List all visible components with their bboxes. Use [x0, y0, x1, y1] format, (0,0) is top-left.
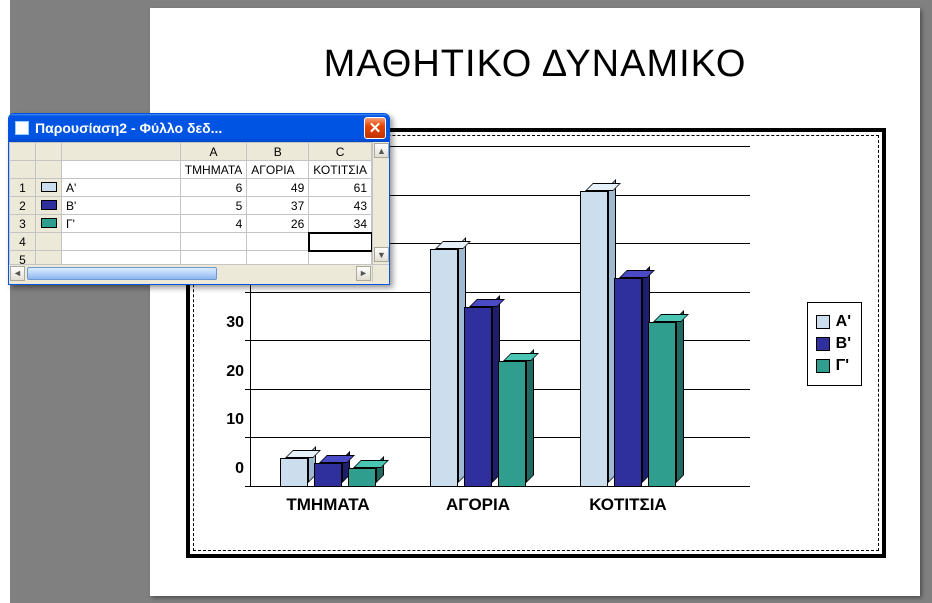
- datasheet-grid[interactable]: ABCΤΜΗΜΑΤΑΑΓΟΡΙΑΚΟΤΙΤΣΙΑ1Α'649612Β'53743…: [9, 142, 389, 264]
- legend-item: Α': [816, 313, 851, 331]
- legend-swatch: [816, 359, 830, 373]
- row-header[interactable]: 5: [10, 251, 36, 265]
- bar-Β'-ΚΟΤΙΤΣΙΑ[interactable]: [614, 278, 642, 487]
- legend-header-blank[interactable]: [36, 161, 62, 179]
- header-cell[interactable]: ΑΓΟΡΙΑ: [247, 161, 309, 179]
- header-cell[interactable]: ΚΟΤΙΤΣΙΑ: [309, 161, 372, 179]
- bar-Γ'-ΚΟΤΙΤΣΙΑ[interactable]: [648, 322, 676, 487]
- label-header-blank[interactable]: [62, 161, 181, 179]
- row-header[interactable]: 2: [10, 197, 36, 215]
- row-legend-swatch[interactable]: [36, 197, 62, 215]
- corner-cell[interactable]: [10, 143, 36, 161]
- legend-label: Β': [836, 335, 851, 353]
- doc-gutter: [0, 0, 10, 603]
- y-axis-label: 10: [214, 411, 244, 429]
- legend-swatch: [816, 315, 830, 329]
- col-header-A[interactable]: A: [180, 143, 247, 161]
- y-tick: [245, 389, 250, 390]
- row-label-cell[interactable]: Α': [62, 179, 181, 197]
- close-button[interactable]: ✕: [364, 117, 386, 139]
- category-label: ΤΜΗΜΑΤΑ: [286, 495, 369, 515]
- row-legend-swatch[interactable]: [36, 215, 62, 233]
- data-cell[interactable]: 34: [309, 215, 372, 233]
- scroll-thumb[interactable]: [27, 267, 217, 280]
- window-titlebar[interactable]: ▦ Παρουσίαση2 - Φύλλο δεδ... ✕: [9, 114, 389, 142]
- bar-Α'-ΚΟΤΙΤΣΙΑ[interactable]: [580, 191, 608, 487]
- row-legend-swatch[interactable]: [36, 233, 62, 251]
- data-cell[interactable]: [247, 233, 309, 251]
- scroll-up-button[interactable]: ▲: [374, 143, 389, 158]
- row-legend-swatch[interactable]: [36, 179, 62, 197]
- legend-label: Γ': [836, 357, 849, 375]
- close-icon: ✕: [369, 119, 382, 137]
- legend-label: Α': [836, 313, 851, 331]
- bar-Β'-ΑΓΟΡΙΑ[interactable]: [464, 307, 492, 487]
- category-label: ΚΟΤΙΤΣΙΑ: [589, 495, 666, 515]
- data-cell[interactable]: 26: [247, 215, 309, 233]
- chart-legend: Α' Β' Γ': [807, 302, 862, 386]
- scroll-right-button[interactable]: ►: [356, 266, 371, 281]
- y-axis-label: 30: [214, 314, 244, 332]
- datasheet-icon: ▦: [15, 121, 29, 135]
- data-cell[interactable]: 5: [180, 197, 247, 215]
- slide: ΜΑΘΗΤΙΚΟ ΔΥΝΑΜΙΚΟ 010203040506070 ΤΜΗΜΑΤ…: [150, 8, 920, 596]
- gridline: [250, 292, 750, 293]
- bar-Α'-ΤΜΗΜΑΤΑ[interactable]: [280, 458, 308, 487]
- data-cell[interactable]: [180, 251, 247, 265]
- col-header-B[interactable]: B: [247, 143, 309, 161]
- bar-Α'-ΑΓΟΡΙΑ[interactable]: [430, 249, 458, 487]
- bar-Γ'-ΤΜΗΜΑΤΑ[interactable]: [348, 468, 376, 487]
- slide-title: ΜΑΘΗΤΙΚΟ ΔΥΝΑΜΙΚΟ: [150, 8, 920, 86]
- row-header-blank[interactable]: [10, 161, 36, 179]
- row-header[interactable]: 4: [10, 233, 36, 251]
- data-cell[interactable]: [309, 251, 372, 265]
- row-legend-swatch[interactable]: [36, 251, 62, 265]
- row-label-cell[interactable]: [62, 251, 181, 265]
- row-label-cell[interactable]: Β': [62, 197, 181, 215]
- category-label: ΑΓΟΡΙΑ: [446, 495, 510, 515]
- y-axis-label: 0: [214, 460, 244, 478]
- data-cell[interactable]: 49: [247, 179, 309, 197]
- y-tick: [245, 437, 250, 438]
- data-cell[interactable]: [247, 251, 309, 265]
- bar-Γ'-ΑΓΟΡΙΑ[interactable]: [498, 361, 526, 487]
- data-cell[interactable]: 4: [180, 215, 247, 233]
- y-tick: [245, 292, 250, 293]
- data-cell[interactable]: 6: [180, 179, 247, 197]
- corner-cell[interactable]: [62, 143, 181, 161]
- scroll-left-button[interactable]: ◄: [10, 266, 25, 281]
- scroll-corner: [372, 265, 389, 282]
- horizontal-scrollbar[interactable]: ◄ ►: [9, 264, 389, 281]
- data-cell[interactable]: 37: [247, 197, 309, 215]
- data-cell[interactable]: [309, 233, 372, 251]
- y-tick: [245, 340, 250, 341]
- row-header[interactable]: 3: [10, 215, 36, 233]
- data-cell[interactable]: [180, 233, 247, 251]
- legend-swatch: [816, 337, 830, 351]
- row-header[interactable]: 1: [10, 179, 36, 197]
- header-cell[interactable]: ΤΜΗΜΑΤΑ: [180, 161, 247, 179]
- data-cell[interactable]: 43: [309, 197, 372, 215]
- y-axis-label: 20: [214, 363, 244, 381]
- row-label-cell[interactable]: Γ': [62, 215, 181, 233]
- legend-item: Γ': [816, 357, 851, 375]
- col-header-C[interactable]: C: [309, 143, 372, 161]
- vertical-scrollbar[interactable]: ▲ ▼: [372, 142, 389, 264]
- data-cell[interactable]: 61: [309, 179, 372, 197]
- corner-cell[interactable]: [36, 143, 62, 161]
- y-tick: [245, 486, 250, 487]
- legend-item: Β': [816, 335, 851, 353]
- datasheet-window[interactable]: ▦ Παρουσίαση2 - Φύλλο δεδ... ✕ ABC ΤΜΗΜΑΤ…: [8, 113, 390, 285]
- bar-Β'-ΤΜΗΜΑΤΑ[interactable]: [314, 463, 342, 487]
- window-title-text: Παρουσίαση2 - Φύλλο δεδ...: [35, 120, 222, 136]
- row-label-cell[interactable]: [62, 233, 181, 251]
- scroll-down-button[interactable]: ▼: [374, 247, 389, 262]
